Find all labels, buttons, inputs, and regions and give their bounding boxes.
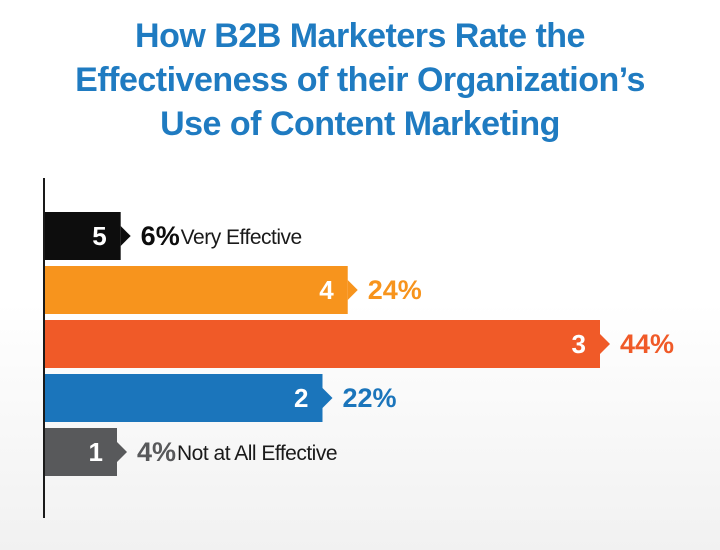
title-line-1: How B2B Marketers Rate the — [135, 17, 585, 55]
bar-category-label: 2 — [294, 383, 308, 413]
title-line-3: Use of Content Marketing — [160, 105, 560, 143]
bar-arrow-3 — [600, 334, 610, 354]
chart-title: How B2B Marketers Rate the Effectiveness… — [0, 14, 720, 146]
bar-category-label: 5 — [92, 221, 106, 251]
bar-annotation: Very Effective — [181, 226, 302, 249]
bar-5 — [45, 212, 121, 260]
bar-arrow-1 — [117, 442, 127, 462]
bar-arrow-2 — [322, 388, 333, 408]
title-line-2: Effectiveness of their Organization’s — [75, 61, 645, 99]
bar-value-label: 24% — [368, 275, 422, 305]
bar-category-label: 1 — [89, 437, 103, 467]
bar-3 — [45, 320, 600, 368]
bar-arrow-5 — [120, 226, 131, 246]
bar-category-label: 4 — [319, 275, 334, 305]
bar-1 — [45, 428, 117, 476]
bar-annotation: Not at All Effective — [177, 442, 337, 465]
bar-value-label: 6% — [141, 221, 180, 251]
bar-arrow-4 — [347, 280, 358, 300]
bar-category-label: 3 — [572, 329, 586, 359]
bar-value-label: 44% — [620, 329, 674, 359]
bar-2 — [45, 374, 323, 422]
bar-value-label: 22% — [343, 383, 397, 413]
bar-value-label: 4% — [137, 437, 176, 467]
bar-4 — [45, 266, 348, 314]
